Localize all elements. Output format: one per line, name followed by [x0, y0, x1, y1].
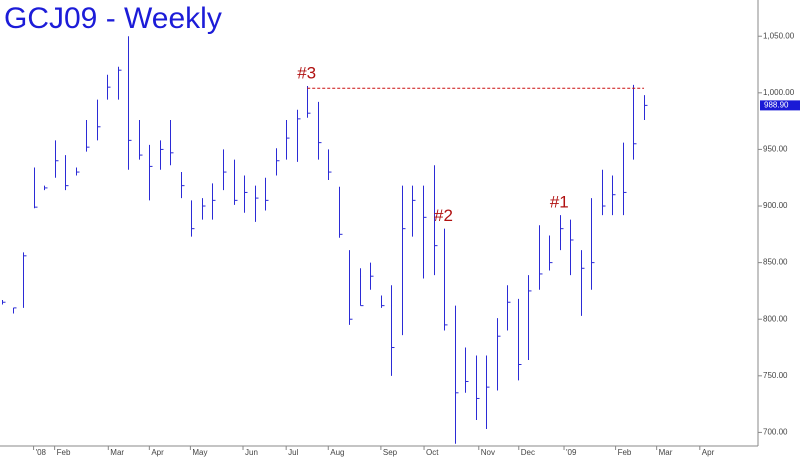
y-tick-label: 1,000.00 — [763, 88, 795, 97]
x-tick-label: Jul — [288, 448, 298, 457]
x-tick-label: Sep — [383, 448, 398, 457]
x-tick-label: Aug — [330, 448, 344, 457]
chart-title: GCJ09 - Weekly — [4, 2, 222, 35]
y-tick-label: 900.00 — [763, 201, 788, 210]
x-tick-label: May — [192, 448, 207, 457]
x-tick-label: Feb — [618, 448, 632, 457]
y-tick-label: 700.00 — [763, 428, 788, 437]
x-tick-label: Jun — [245, 448, 258, 457]
y-tick-label: 750.00 — [763, 371, 788, 380]
y-tick-label: 800.00 — [763, 314, 788, 323]
x-tick-label: Dec — [521, 448, 535, 457]
last-price-box — [760, 100, 800, 111]
x-tick-label: '08 — [36, 448, 47, 457]
x-tick-label: Apr — [151, 448, 164, 457]
x-tick-label: Nov — [481, 448, 495, 457]
annotation: #2 — [434, 206, 453, 225]
y-tick-label: 950.00 — [763, 145, 788, 154]
x-tick-label: Mar — [659, 448, 673, 457]
y-tick-label: 1,050.00 — [763, 31, 795, 40]
x-tick-label: Feb — [57, 448, 71, 457]
annotation: #3 — [297, 64, 316, 83]
annotation: #1 — [550, 193, 569, 212]
x-tick-label: '09 — [566, 448, 577, 457]
last-price-label: 988.90 — [764, 100, 789, 109]
y-tick-label: 850.00 — [763, 258, 788, 267]
x-tick-label: Mar — [110, 448, 124, 457]
x-tick-label: Oct — [426, 448, 439, 457]
x-tick-label: Apr — [702, 448, 715, 457]
